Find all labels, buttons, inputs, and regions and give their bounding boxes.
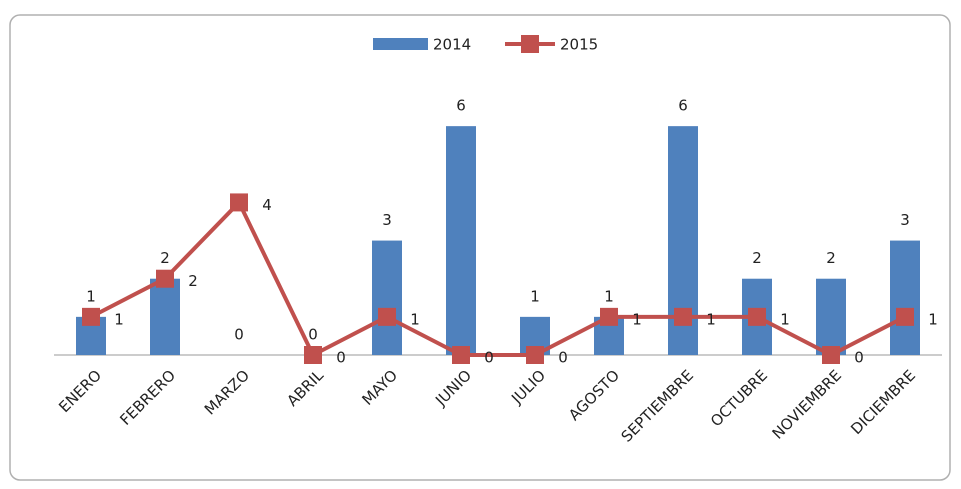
line-marker <box>748 307 766 326</box>
data-label: 0 <box>854 349 864 367</box>
data-label: 1 <box>86 287 96 305</box>
bar <box>446 126 476 356</box>
line-marker <box>452 346 470 364</box>
line-marker <box>896 307 914 326</box>
line-marker <box>600 307 618 326</box>
data-label: 1 <box>410 310 420 328</box>
data-label: 0 <box>336 349 346 367</box>
data-label: 2 <box>826 249 836 267</box>
data-label: 0 <box>558 349 568 367</box>
bar <box>816 278 846 355</box>
data-label: 4 <box>262 196 272 214</box>
data-label: 0 <box>484 349 494 367</box>
legend-swatch <box>521 35 539 53</box>
bar <box>890 240 920 355</box>
legend-label: 2014 <box>433 36 471 54</box>
data-label: 1 <box>530 287 540 305</box>
line-marker <box>526 346 544 364</box>
data-label: 0 <box>308 326 318 344</box>
line-marker <box>822 346 840 364</box>
data-label: 0 <box>234 326 244 344</box>
data-label: 6 <box>678 97 688 115</box>
data-label: 2 <box>752 249 762 267</box>
line <box>90 200 906 357</box>
data-label: 1 <box>928 310 938 328</box>
line-marker <box>304 346 322 364</box>
data-label: 1 <box>780 310 790 328</box>
chart-frame <box>9 14 951 481</box>
data-label: 2 <box>188 272 198 290</box>
line-marker <box>230 193 248 212</box>
data-label: 1 <box>706 310 716 328</box>
data-label: 3 <box>900 211 910 229</box>
line-marker <box>82 307 100 326</box>
data-label: 1 <box>632 310 642 328</box>
legend-swatch <box>373 38 428 50</box>
data-label: 1 <box>604 287 614 305</box>
data-label: 2 <box>160 249 170 267</box>
data-label: 1 <box>114 310 124 328</box>
bar <box>150 278 180 355</box>
line-marker <box>156 269 174 288</box>
line-marker <box>674 307 692 326</box>
data-label: 6 <box>456 97 466 115</box>
line-marker <box>378 307 396 326</box>
data-label: 3 <box>382 211 392 229</box>
bar <box>372 240 402 355</box>
legend-label: 2015 <box>560 36 598 54</box>
